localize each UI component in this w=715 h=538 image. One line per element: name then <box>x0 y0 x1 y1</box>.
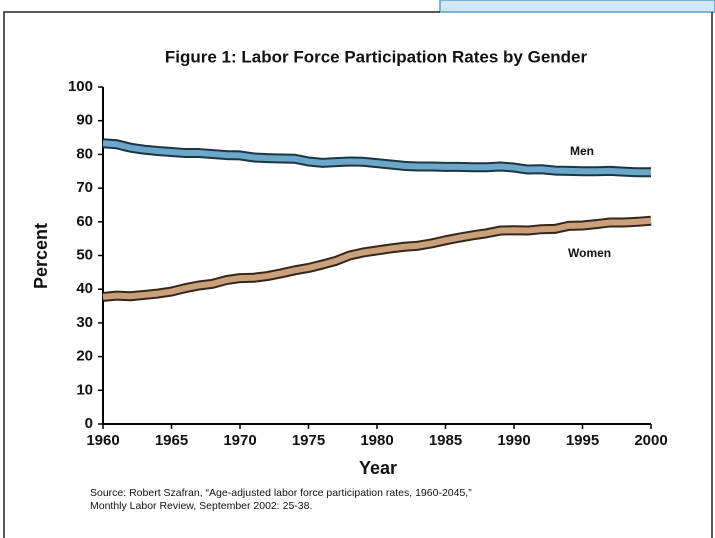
axes <box>102 87 651 425</box>
series-line <box>102 140 651 176</box>
y-tick-label: 50 <box>76 246 93 263</box>
x-tick-label: 1960 <box>86 432 119 449</box>
x-tick-label: 1970 <box>223 432 256 449</box>
source-note: Monthly Labor Review, September 2002: 25… <box>90 500 312 512</box>
y-tick-label: 30 <box>76 314 93 331</box>
y-tick-label: 0 <box>85 415 93 432</box>
y-tick-label: 10 <box>76 381 93 398</box>
source-note: Source: Robert Szafran, “Age-adjusted la… <box>90 487 472 499</box>
x-axis-label: Year <box>359 458 397 478</box>
x-tick-label: 1990 <box>497 432 530 449</box>
y-axis-label: Percent <box>31 223 51 289</box>
y-tick-label: 20 <box>76 348 93 365</box>
frame <box>3 11 713 538</box>
chart-title: Figure 1: Labor Force Participation Rate… <box>165 47 588 66</box>
x-tick-label: 1980 <box>360 432 393 449</box>
y-tick-label: 40 <box>76 280 93 297</box>
y-tick-label: 100 <box>68 78 93 95</box>
y-tick-label: 80 <box>76 145 93 162</box>
x-tick-label: 1965 <box>155 432 188 449</box>
x-tick-label: 1985 <box>429 432 462 449</box>
y-tick-label: 60 <box>76 213 93 230</box>
x-tick-label: 1975 <box>292 432 325 449</box>
series-label: Women <box>568 246 611 260</box>
series-line <box>102 217 652 300</box>
x-tick-label: 2000 <box>634 432 667 449</box>
x-tick-label: 1995 <box>566 432 599 449</box>
y-tick-label: 90 <box>76 112 93 129</box>
y-tick-label: 70 <box>76 179 93 196</box>
series-label: Men <box>570 144 594 158</box>
corner-tab <box>439 0 715 13</box>
